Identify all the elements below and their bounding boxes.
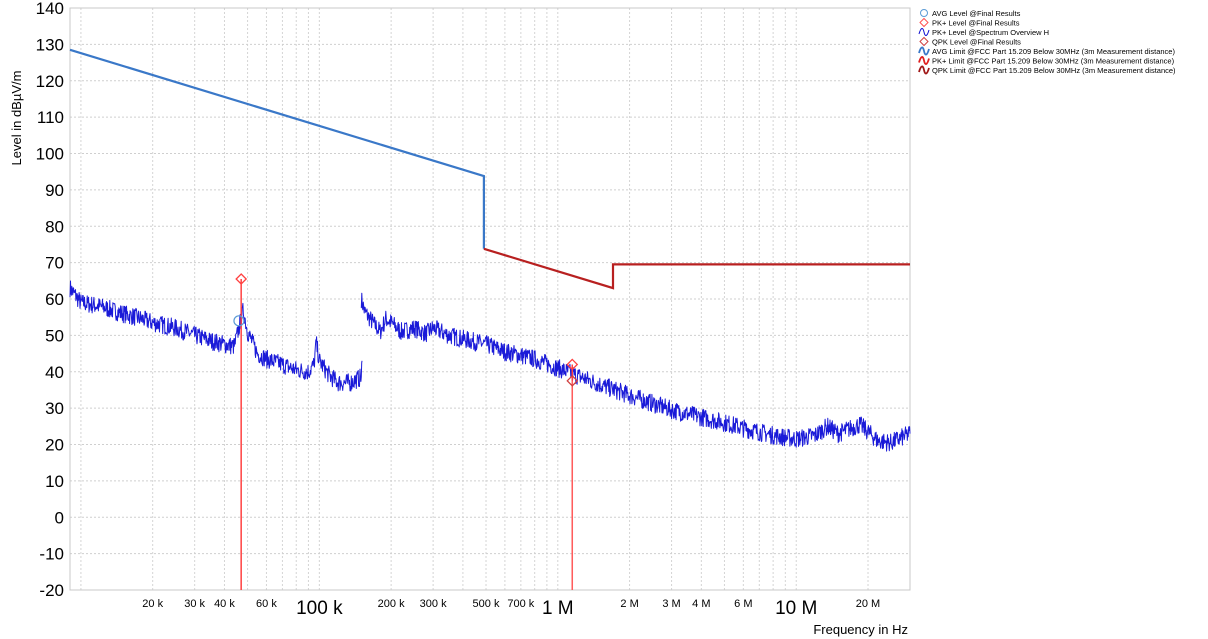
x-tick-label: 6 M	[734, 598, 752, 610]
y-axis-tick-labels: -20 -10 0 10 20 30 40 50 60 70 80 90 100 110 120 130 140	[36, 0, 64, 600]
legend-wave-icon	[918, 56, 930, 65]
series-pk-spectrum-trace	[360, 292, 911, 452]
legend-entry-label: QPK Level @Final Results	[932, 38, 1021, 47]
x-tick-label: 700 k	[507, 598, 534, 610]
x-tick-label: 500 k	[473, 598, 500, 610]
y-tick-label: 110	[37, 108, 64, 127]
x-tick-label: 2 M	[620, 598, 638, 610]
x-tick-label: 60 k	[256, 598, 277, 610]
y-tick-label: 0	[55, 508, 64, 527]
x-axis-label: Frequency in Hz	[813, 622, 908, 637]
pk-final-marker	[566, 358, 579, 371]
series-layer	[69, 48, 911, 452]
y-tick-label: 120	[36, 72, 64, 91]
marker-layer	[233, 273, 579, 590]
y-tick-label: 70	[45, 254, 64, 273]
x-tick-label: 3 M	[662, 598, 680, 610]
y-tick-label: -20	[39, 581, 64, 600]
legend-entry-label: AVG Limit @FCC Part 15.209 Below 30MHz (…	[932, 47, 1175, 56]
y-tick-label: 10	[45, 472, 64, 491]
x-axis-tick-labels: 20 k 30 k 40 k 60 k 200 k 300 k 500 k 700 k 2 M 3…	[142, 598, 880, 619]
x-tick-label: 40 k	[214, 598, 235, 610]
x-tick-label-major: 10 M	[775, 598, 817, 619]
x-tick-label: 30 k	[184, 598, 205, 610]
legend-entry-label: QPK Limit @FCC Part 15.209 Below 30MHz (…	[932, 66, 1176, 75]
series-limit-line	[483, 247, 910, 290]
series-pk-spectrum-trace	[69, 280, 363, 392]
y-tick-label: 20	[45, 436, 64, 455]
x-tick-label: 20 M	[856, 598, 880, 610]
legend-entry-label: PK+ Level @Final Results	[932, 19, 1020, 28]
series-limit-line	[69, 48, 485, 249]
y-tick-label: 90	[45, 181, 64, 200]
y-tick-label: 80	[45, 217, 64, 236]
x-tick-label-major: 1 M	[542, 598, 574, 619]
legend-entry-label: PK+ Limit @FCC Part 15.209 Below 30MHz (…	[932, 57, 1175, 66]
grid-major	[70, 7, 910, 591]
legend-diamond-icon	[919, 17, 929, 28]
y-tick-label: 30	[45, 399, 64, 418]
avg-final-marker	[233, 315, 245, 327]
legend-circle-icon	[920, 9, 928, 17]
legend-entry-label: PK+ Level @Spectrum Overview H	[932, 28, 1049, 37]
y-tick-label: 100	[36, 145, 64, 164]
legend-entry-label: AVG Level @Final Results	[932, 9, 1021, 18]
x-tick-label: 300 k	[420, 598, 447, 610]
y-axis-label: Level in dBµV/m	[9, 71, 24, 166]
grid-minor	[69, 8, 911, 590]
legend-wave-icon	[918, 28, 930, 36]
x-tick-label-major: 100 k	[296, 598, 343, 619]
x-tick-label: 20 k	[142, 598, 163, 610]
y-tick-label: 60	[45, 290, 64, 309]
y-tick-label: -10	[39, 545, 64, 564]
y-tick-label: 140	[36, 0, 64, 18]
y-tick-label: 40	[45, 363, 64, 382]
y-tick-label: 50	[45, 326, 64, 345]
legend-wave-icon	[918, 46, 930, 56]
legend-wave-icon	[918, 65, 930, 75]
legend-diamond-icon	[919, 36, 929, 47]
plot-frame	[69, 7, 911, 591]
y-tick-label: 130	[36, 35, 64, 54]
pk-final-marker	[235, 273, 248, 285]
qpk-final-marker	[566, 374, 579, 387]
x-tick-label: 200 k	[378, 598, 405, 610]
x-tick-label: 4 M	[692, 598, 710, 610]
